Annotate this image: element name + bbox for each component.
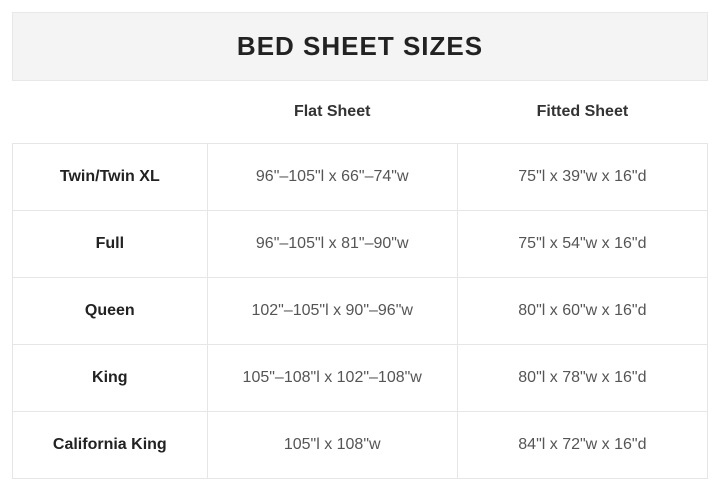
column-header-fitted-sheet: Fitted Sheet bbox=[457, 81, 707, 144]
cell-fitted-sheet: 80"l x 78"w x 16"d bbox=[457, 345, 707, 412]
column-header-size bbox=[13, 81, 208, 144]
table-row: California King 105"l x 108"w 84"l x 72"… bbox=[13, 412, 708, 479]
row-label: Queen bbox=[13, 278, 208, 345]
cell-fitted-sheet: 75"l x 39"w x 16"d bbox=[457, 144, 707, 211]
bed-sheet-sizes-table: Flat Sheet Fitted Sheet Twin/Twin XL 96"… bbox=[12, 81, 708, 479]
cell-flat-sheet: 96"–105"l x 66"–74"w bbox=[207, 144, 457, 211]
cell-flat-sheet: 96"–105"l x 81"–90"w bbox=[207, 211, 457, 278]
table-header-row: Flat Sheet Fitted Sheet bbox=[13, 81, 708, 144]
table-row: Queen 102"–105"l x 90"–96"w 80"l x 60"w … bbox=[13, 278, 708, 345]
row-label: Full bbox=[13, 211, 208, 278]
cell-fitted-sheet: 75"l x 54"w x 16"d bbox=[457, 211, 707, 278]
row-label: King bbox=[13, 345, 208, 412]
cell-flat-sheet: 105"–108"l x 102"–108"w bbox=[207, 345, 457, 412]
table-row: King 105"–108"l x 102"–108"w 80"l x 78"w… bbox=[13, 345, 708, 412]
cell-flat-sheet: 102"–105"l x 90"–96"w bbox=[207, 278, 457, 345]
row-label: Twin/Twin XL bbox=[13, 144, 208, 211]
cell-fitted-sheet: 80"l x 60"w x 16"d bbox=[457, 278, 707, 345]
table-row: Full 96"–105"l x 81"–90"w 75"l x 54"w x … bbox=[13, 211, 708, 278]
table-title: BED SHEET SIZES bbox=[12, 12, 708, 81]
row-label: California King bbox=[13, 412, 208, 479]
cell-flat-sheet: 105"l x 108"w bbox=[207, 412, 457, 479]
cell-fitted-sheet: 84"l x 72"w x 16"d bbox=[457, 412, 707, 479]
column-header-flat-sheet: Flat Sheet bbox=[207, 81, 457, 144]
table-row: Twin/Twin XL 96"–105"l x 66"–74"w 75"l x… bbox=[13, 144, 708, 211]
